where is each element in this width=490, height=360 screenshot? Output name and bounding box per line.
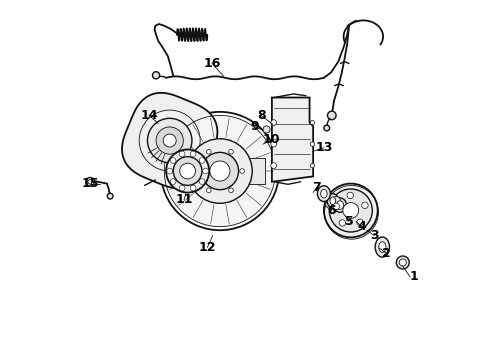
Circle shape	[310, 142, 315, 146]
Ellipse shape	[332, 197, 341, 210]
Circle shape	[310, 121, 315, 125]
Circle shape	[399, 259, 406, 266]
Circle shape	[324, 125, 330, 131]
Circle shape	[163, 134, 176, 147]
Circle shape	[86, 177, 95, 186]
Circle shape	[190, 151, 196, 157]
Circle shape	[362, 202, 368, 208]
Circle shape	[156, 127, 183, 154]
Circle shape	[271, 141, 276, 147]
Polygon shape	[272, 98, 313, 182]
Text: 4: 4	[357, 220, 366, 233]
Circle shape	[199, 179, 205, 184]
Circle shape	[347, 192, 353, 199]
Circle shape	[107, 193, 113, 199]
Circle shape	[206, 149, 211, 154]
Ellipse shape	[379, 242, 386, 252]
Text: 11: 11	[175, 193, 193, 206]
Circle shape	[206, 188, 211, 193]
Circle shape	[180, 163, 196, 179]
Circle shape	[324, 184, 378, 237]
Ellipse shape	[327, 194, 339, 208]
Circle shape	[179, 185, 185, 191]
Text: 5: 5	[344, 215, 353, 228]
Circle shape	[333, 203, 340, 210]
Circle shape	[170, 179, 176, 184]
Ellipse shape	[375, 237, 390, 257]
Circle shape	[396, 256, 409, 269]
Text: 1: 1	[410, 270, 419, 283]
Ellipse shape	[337, 201, 343, 210]
Circle shape	[147, 118, 192, 163]
Text: 2: 2	[382, 247, 391, 260]
Text: 7: 7	[312, 181, 321, 194]
Circle shape	[240, 169, 245, 174]
Text: 3: 3	[370, 229, 378, 242]
Circle shape	[229, 188, 233, 193]
Circle shape	[173, 157, 202, 185]
Text: 15: 15	[81, 177, 99, 190]
Circle shape	[271, 120, 276, 126]
Text: 10: 10	[263, 133, 280, 146]
Text: 6: 6	[327, 204, 335, 217]
Circle shape	[229, 149, 233, 154]
Ellipse shape	[320, 189, 327, 198]
Circle shape	[190, 185, 196, 191]
Circle shape	[271, 163, 276, 168]
Polygon shape	[122, 93, 218, 188]
Text: 8: 8	[257, 109, 266, 122]
Text: 9: 9	[250, 121, 259, 134]
Ellipse shape	[330, 197, 336, 205]
Circle shape	[167, 168, 172, 174]
Circle shape	[310, 163, 315, 168]
Polygon shape	[225, 158, 265, 184]
Text: 16: 16	[203, 57, 220, 70]
Circle shape	[327, 111, 336, 120]
Circle shape	[161, 112, 279, 230]
Circle shape	[343, 203, 359, 219]
Circle shape	[179, 151, 185, 157]
Circle shape	[164, 116, 275, 226]
Circle shape	[170, 158, 176, 163]
Circle shape	[196, 169, 200, 174]
Text: 12: 12	[198, 241, 216, 254]
Circle shape	[199, 158, 205, 163]
Text: 13: 13	[315, 141, 333, 154]
Text: 14: 14	[140, 109, 158, 122]
Circle shape	[210, 161, 230, 181]
Circle shape	[203, 168, 208, 174]
Circle shape	[166, 149, 209, 193]
Circle shape	[88, 180, 92, 184]
Circle shape	[188, 139, 252, 203]
Circle shape	[152, 72, 160, 79]
Circle shape	[201, 152, 239, 190]
Ellipse shape	[318, 186, 330, 202]
Circle shape	[263, 126, 270, 133]
Circle shape	[357, 219, 363, 226]
Ellipse shape	[334, 198, 346, 212]
Circle shape	[339, 220, 345, 226]
Circle shape	[329, 189, 372, 232]
